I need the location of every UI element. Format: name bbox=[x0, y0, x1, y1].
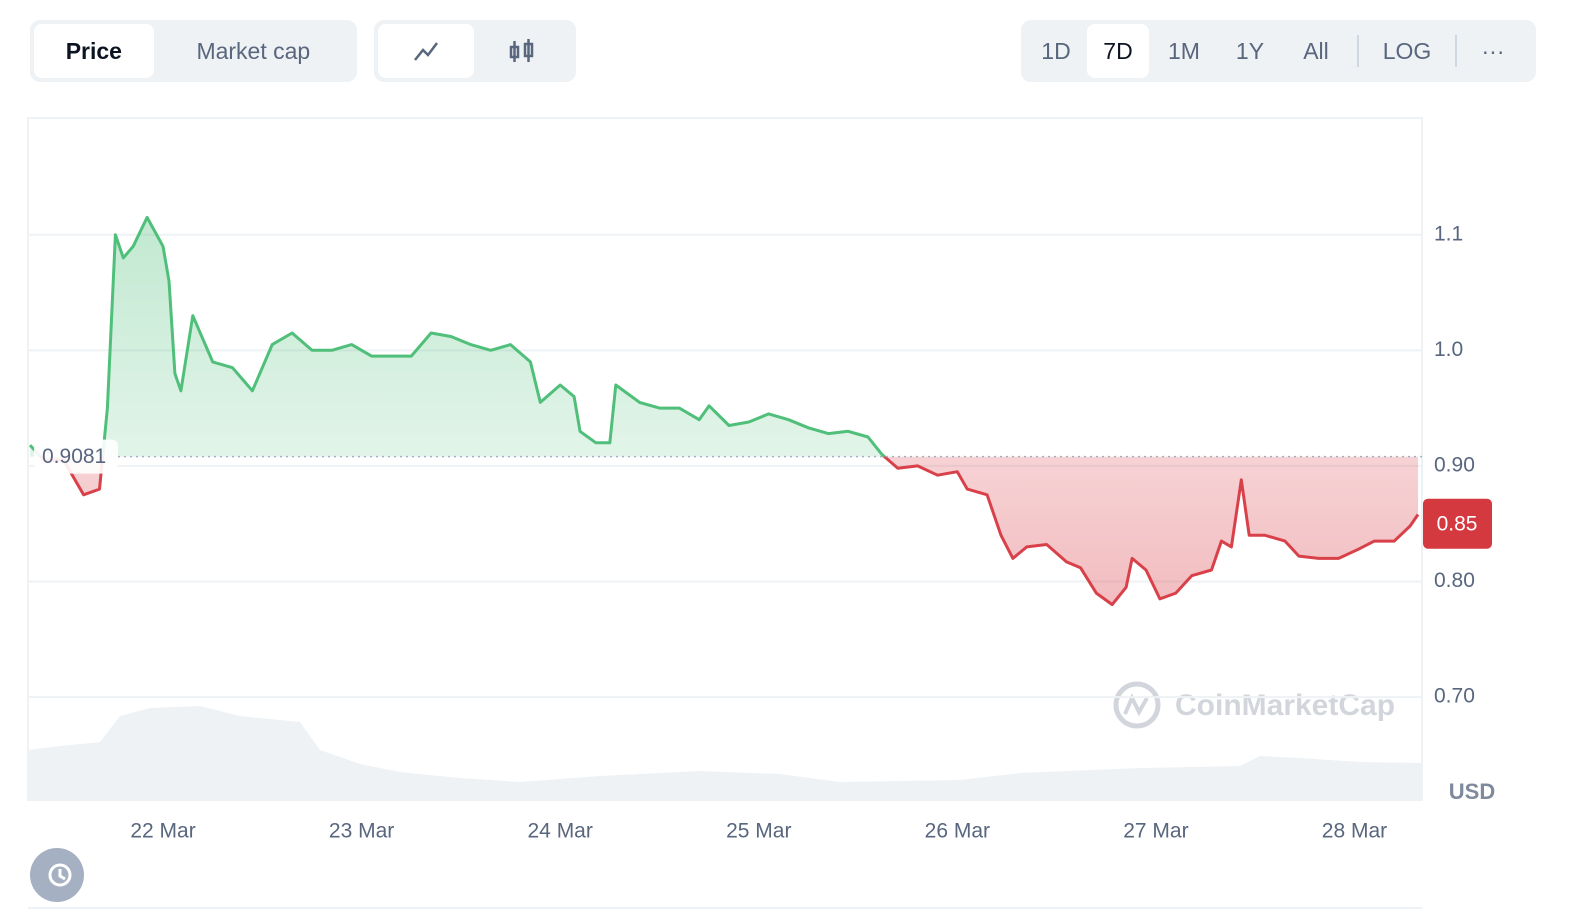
tab-price[interactable]: Price bbox=[34, 24, 154, 78]
watermark: CoinMarketCap bbox=[1113, 681, 1395, 729]
x-tick-label: 24 Mar bbox=[528, 820, 593, 843]
range-1m[interactable]: 1M bbox=[1168, 37, 1200, 64]
volume-area bbox=[28, 706, 1422, 800]
separator bbox=[1357, 35, 1359, 67]
watermark-text: CoinMarketCap bbox=[1175, 689, 1395, 722]
line-icon bbox=[414, 42, 438, 61]
history-button[interactable] bbox=[30, 848, 84, 902]
x-tick-label: 23 Mar bbox=[329, 820, 394, 843]
range-1y[interactable]: 1Y bbox=[1235, 37, 1265, 64]
metric-tabs: Price Market cap bbox=[30, 20, 357, 82]
more-button[interactable]: ··· bbox=[1481, 37, 1505, 64]
price-line-up bbox=[28, 215, 887, 457]
range-7d[interactable]: 7D bbox=[1087, 24, 1149, 78]
chart-type-tabs bbox=[374, 20, 576, 82]
y-tick-label: 0.70 bbox=[1434, 685, 1475, 708]
y-tick-label: 1.0 bbox=[1434, 338, 1463, 361]
range-1d[interactable]: 1D bbox=[1041, 37, 1071, 64]
line-chart-button[interactable] bbox=[378, 24, 474, 78]
area-down bbox=[29, 456, 1419, 605]
current-price-label: 0.85 bbox=[1437, 512, 1478, 535]
tab-market-cap[interactable]: Market cap bbox=[196, 37, 311, 64]
x-tick-label: 28 Mar bbox=[1322, 820, 1387, 843]
range-all[interactable]: All bbox=[1303, 37, 1329, 64]
price-line-down bbox=[38, 456, 1420, 607]
y-tick-label: 0.90 bbox=[1434, 453, 1475, 476]
y-tick-label: 0.80 bbox=[1434, 569, 1475, 592]
current-price-box bbox=[1423, 498, 1492, 549]
area-up bbox=[29, 217, 885, 457]
baseline-label-bg bbox=[34, 439, 118, 474]
baseline-label: 0.9081 bbox=[42, 445, 106, 468]
candle-chart-button[interactable] bbox=[474, 24, 570, 78]
log-toggle[interactable]: LOG bbox=[1382, 37, 1432, 64]
y-tick-label: 1.1 bbox=[1434, 222, 1463, 245]
x-tick-label: 26 Mar bbox=[925, 820, 990, 843]
y-unit: USD bbox=[1449, 779, 1495, 804]
x-tick-label: 22 Mar bbox=[130, 820, 195, 843]
range-tabs: 1D 7D 1M 1Y All LOG ··· bbox=[1021, 20, 1536, 82]
candle-icon bbox=[509, 39, 534, 62]
x-tick-label: 27 Mar bbox=[1123, 820, 1188, 843]
x-tick-label: 25 Mar bbox=[726, 820, 791, 843]
separator bbox=[1455, 35, 1457, 67]
